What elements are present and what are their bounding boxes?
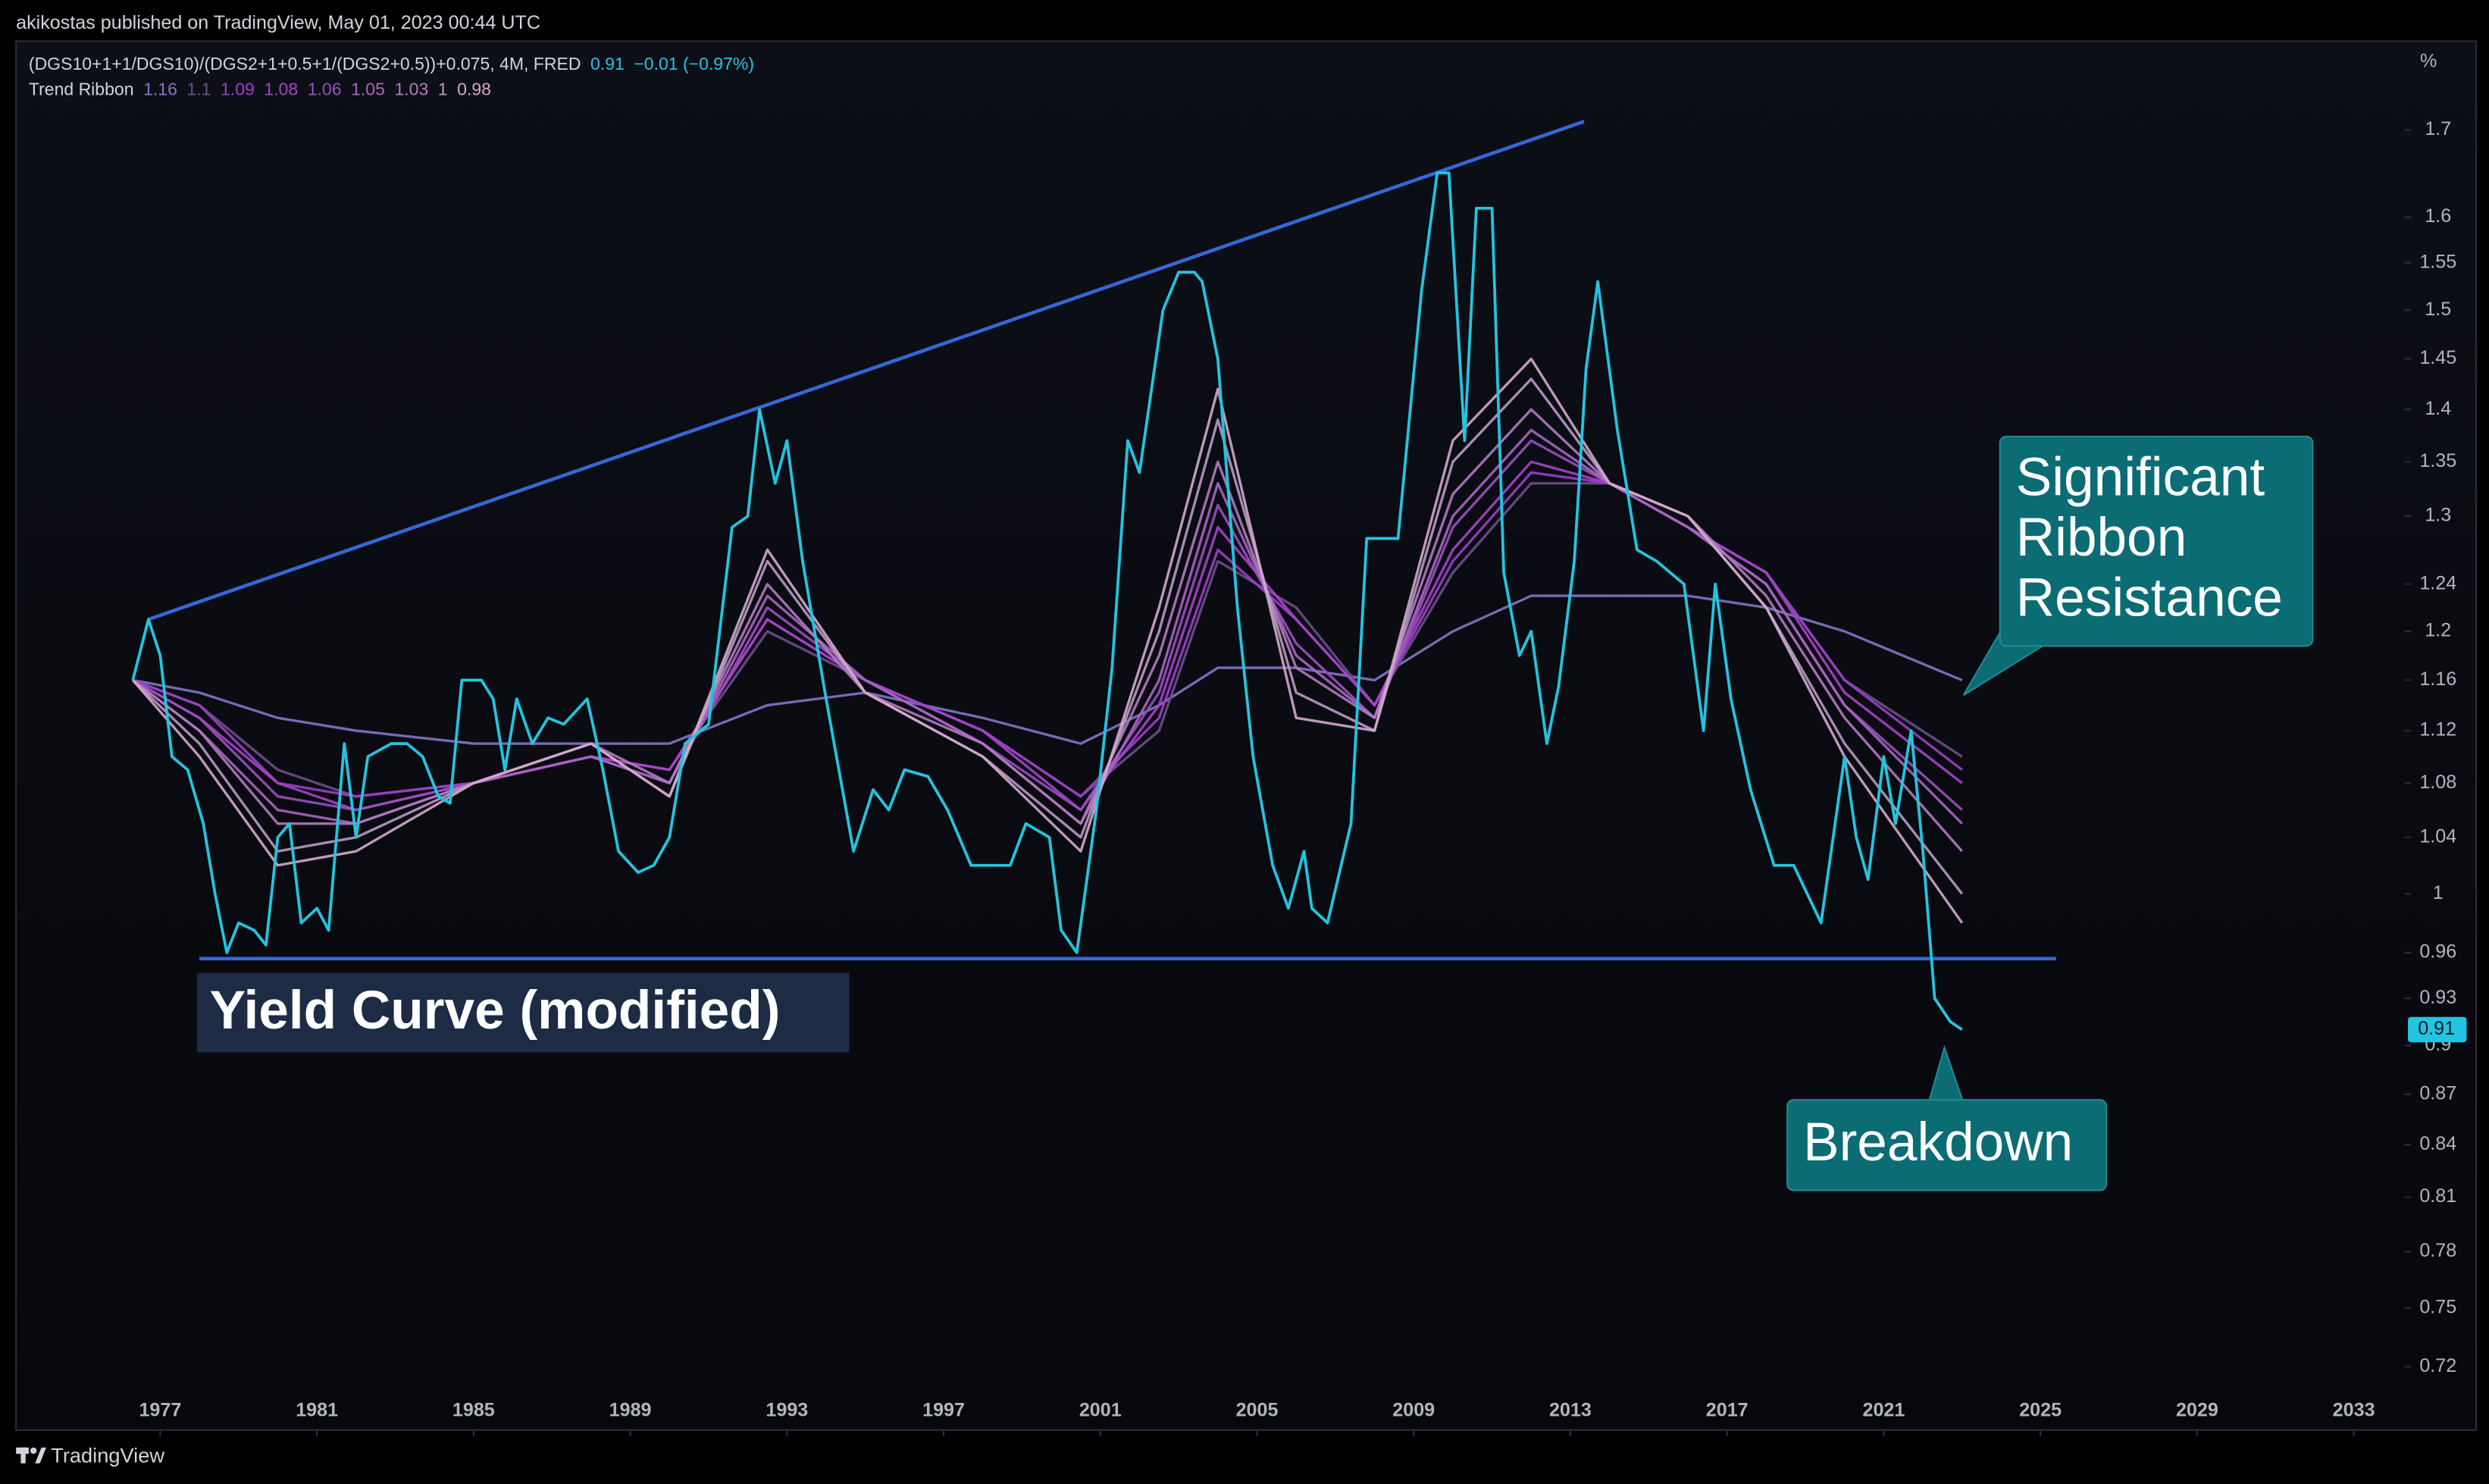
callout-box — [1786, 1099, 2108, 1191]
callout-text: Ribbon — [2016, 508, 2187, 568]
x-tick-label: 1981 — [296, 1399, 338, 1420]
x-tick-label: 2021 — [1862, 1399, 1905, 1420]
legend-item: 1.06 — [308, 79, 342, 99]
y-tick-label: 1 — [2433, 882, 2444, 903]
x-tick-label: 2025 — [2019, 1399, 2062, 1420]
y-tick-label: 1.08 — [2419, 772, 2456, 793]
ribbon-legend: Trend Ribbon 1.16 1.1 1.09 1.08 1.06 1.05 1.03 1… — [29, 79, 491, 99]
y-tick-label: 0.78 — [2419, 1240, 2456, 1261]
legend-item: 1 — [438, 79, 448, 99]
callout-text: Resistance — [2016, 568, 2283, 628]
legend-item: 0.91 — [590, 54, 625, 74]
y-tick-label: 0.96 — [2419, 941, 2456, 963]
y-tick-label: 1.3 — [2425, 505, 2451, 526]
x-tick-label: 2001 — [1079, 1399, 1122, 1420]
x-tick-label: 1985 — [452, 1399, 495, 1420]
label-box — [196, 972, 850, 1053]
footer-text: TradingView — [51, 1444, 164, 1467]
legend-item: Trend Ribbon — [29, 79, 134, 99]
y-tick-label: 1.2 — [2425, 620, 2451, 641]
legend-item: −0.01 (−0.97%) — [634, 54, 754, 74]
legend-item: 1.09 — [221, 79, 255, 99]
legend-item: 0.98 — [457, 79, 491, 99]
ribbon-line — [132, 594, 1963, 745]
legend-item: (DGS10+1+1/DGS10)/(DGS2+1+0.5+1/(DGS2+0.… — [29, 54, 581, 74]
x-tick-label: 2009 — [1392, 1399, 1435, 1420]
legend-item: 1.03 — [394, 79, 428, 99]
y-tick-label: 1.5 — [2425, 299, 2451, 320]
legend-item: 1.16 — [143, 79, 177, 99]
y-tick-label: 0.75 — [2419, 1296, 2456, 1317]
series-legend: (DGS10+1+1/DGS10)/(DGS2+1+0.5+1/(DGS2+0.… — [29, 54, 754, 74]
label-text: Yield Curve (modified) — [210, 981, 781, 1041]
x-tick-label: 2033 — [2333, 1399, 2375, 1420]
y-tick-label: 0.81 — [2419, 1185, 2456, 1207]
x-tick-label: 1993 — [765, 1399, 808, 1420]
y-tick-label: 1.6 — [2425, 205, 2451, 227]
x-tick-label: 1989 — [609, 1399, 652, 1420]
legend-item: 1.1 — [186, 79, 211, 99]
y-tick-label: 1.45 — [2419, 347, 2456, 368]
callout-text: Significant — [2016, 447, 2265, 507]
y-tick-label: 1.55 — [2419, 252, 2456, 273]
legend-item: 1.08 — [264, 79, 298, 99]
price-label-box — [2407, 1016, 2467, 1043]
x-tick-label: 2005 — [1236, 1399, 1279, 1420]
x-tick-label: 2017 — [1706, 1399, 1749, 1420]
y-tick-label: 1.35 — [2419, 450, 2456, 471]
y-tick-label: 0.72 — [2419, 1355, 2456, 1376]
y-unit: % — [2420, 50, 2437, 71]
y-tick-label: 1.7 — [2425, 118, 2451, 139]
x-tick-label: 2013 — [1549, 1399, 1592, 1420]
publisher: akikostas published on TradingView, May … — [16, 12, 540, 33]
trend-line — [148, 120, 1585, 621]
x-tick-label: 2029 — [2176, 1399, 2218, 1420]
y-tick-label: 1.4 — [2425, 398, 2451, 419]
x-tick-label: 1997 — [922, 1399, 965, 1420]
y-tick-label: 0.87 — [2419, 1082, 2456, 1104]
callout-box — [1999, 435, 2314, 647]
y-tick-label: 1.12 — [2419, 719, 2456, 740]
overlay: (DGS10+1+1/DGS10)/(DGS2+1+0.5+1/(DGS2+0.… — [16, 50, 2467, 1467]
price-label: 0.91 — [2418, 1018, 2455, 1039]
series-line — [131, 171, 1963, 1032]
y-tick-label: 1.16 — [2419, 668, 2456, 690]
y-tick-label: 1.24 — [2419, 572, 2456, 593]
y-tick-label: 0.93 — [2419, 987, 2456, 1008]
ribbon-line — [131, 357, 1964, 924]
plot: 1977 1981 1985 1989 1993 1997 2001 2005 2009 2013… — [131, 118, 2456, 1437]
x-tick-label: 1977 — [139, 1399, 181, 1420]
y-tick-label: 1.04 — [2419, 825, 2456, 847]
callout-text: Breakdown — [1803, 1113, 2073, 1172]
chart-pane — [15, 40, 2478, 1431]
y-tick-label: 0.84 — [2419, 1133, 2456, 1154]
footer-logo — [16, 1447, 46, 1464]
legend-item: 1.05 — [351, 79, 385, 99]
